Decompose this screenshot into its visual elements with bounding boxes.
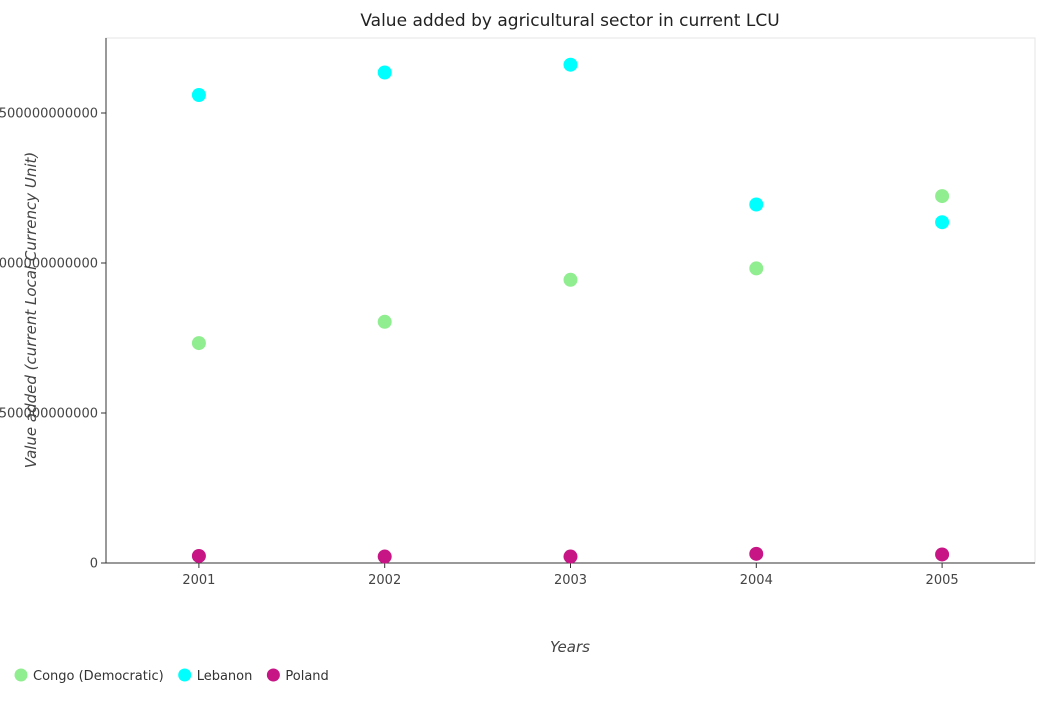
y-tick-label: 1500000000000 (0, 107, 98, 122)
y-axis-ticks: 0 500000000000 1000000000000 1500000000000 (0, 107, 106, 572)
point-poland-2005 (935, 547, 950, 562)
y-tick-label: 0 (90, 557, 98, 572)
chart-title: Value added by agricultural sector in cu… (360, 11, 779, 31)
point-poland-2002 (377, 549, 392, 564)
point-congo-democratic-2003 (563, 272, 578, 287)
point-congo-democratic-2004 (749, 261, 764, 276)
y-axis-title: Value added (current Local Currency Unit… (22, 152, 40, 468)
x-tick-label: 2004 (740, 573, 773, 588)
x-axis-ticks: 2001 2002 2003 2004 2005 (182, 563, 959, 588)
point-lebanon-2003 (563, 57, 578, 72)
point-lebanon-2002 (377, 65, 392, 80)
y-tick-label: 1000000000000 (0, 257, 98, 272)
legend-marker-poland (266, 668, 280, 682)
legend-marker-lebanon (178, 668, 192, 682)
point-congo-democratic-2001 (191, 336, 206, 351)
point-poland-2001 (191, 548, 206, 563)
point-congo-democratic-2005 (935, 189, 950, 204)
legend-label-poland: Poland (285, 669, 328, 684)
legend-label-congo-democratic: Congo (Democratic) (33, 669, 164, 684)
legend: Congo (Democratic) Lebanon Poland (14, 668, 329, 684)
x-tick-label: 2003 (554, 573, 587, 588)
x-tick-label: 2002 (368, 573, 401, 588)
plot-frame (105, 37, 1036, 564)
x-tick-label: 2005 (926, 573, 959, 588)
point-poland-2004 (749, 546, 764, 561)
point-lebanon-2004 (749, 197, 764, 212)
y-tick-label: 500000000000 (0, 407, 98, 422)
data-points (191, 57, 950, 564)
legend-marker-congo-democratic (14, 668, 28, 682)
legend-label-lebanon: Lebanon (197, 669, 253, 684)
point-poland-2003 (563, 549, 578, 564)
plot-axes (105, 37, 1036, 564)
point-lebanon-2005 (935, 215, 950, 230)
point-lebanon-2001 (191, 88, 206, 102)
x-axis-title: Years (550, 638, 590, 656)
x-tick-label: 2001 (182, 573, 215, 588)
point-congo-democratic-2002 (377, 314, 392, 329)
